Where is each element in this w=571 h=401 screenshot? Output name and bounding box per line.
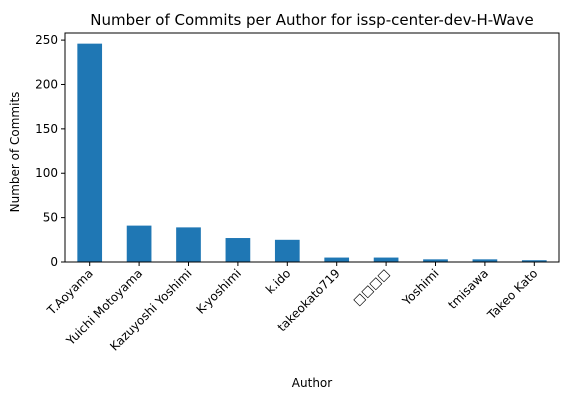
y-tick-label-3: 150 xyxy=(35,122,58,136)
bar-0 xyxy=(77,43,103,263)
y-tick-label-4: 200 xyxy=(35,77,58,91)
x-tick-label-0: T.Aoyama xyxy=(44,266,96,318)
bar-5 xyxy=(324,257,350,262)
x-tick-label-2: Kazuyoshi Yoshimi xyxy=(107,266,194,353)
bar-8 xyxy=(472,259,498,262)
x-tick-label-8: tmisawa xyxy=(445,266,491,312)
bar-9 xyxy=(521,260,547,262)
chart-title: Number of Commits per Author for issp-ce… xyxy=(90,11,533,29)
x-tick-label-4: k.ido xyxy=(263,266,293,296)
axes-frame xyxy=(64,32,560,263)
bar-3 xyxy=(225,238,251,262)
y-tick-label-5: 250 xyxy=(35,33,58,47)
bar-7 xyxy=(423,259,448,262)
bar-4 xyxy=(274,239,300,262)
y-axis-label: Number of Commits xyxy=(8,92,22,213)
x-tick-label-3: K-yoshimi xyxy=(194,266,244,316)
bar-2 xyxy=(176,227,201,262)
x-axis-label: Author xyxy=(292,376,332,390)
y-tick-label-1: 50 xyxy=(43,211,58,225)
bar-6 xyxy=(373,257,399,262)
y-tick-label-0: 0 xyxy=(50,255,58,269)
x-tick-label-6: □□□□ xyxy=(350,266,392,308)
x-tick-label-7: Yoshimi xyxy=(399,266,442,309)
y-tick-label-2: 100 xyxy=(35,166,58,180)
bar-1 xyxy=(126,225,152,262)
x-tick-label-9: Takeo Kato xyxy=(484,266,540,322)
